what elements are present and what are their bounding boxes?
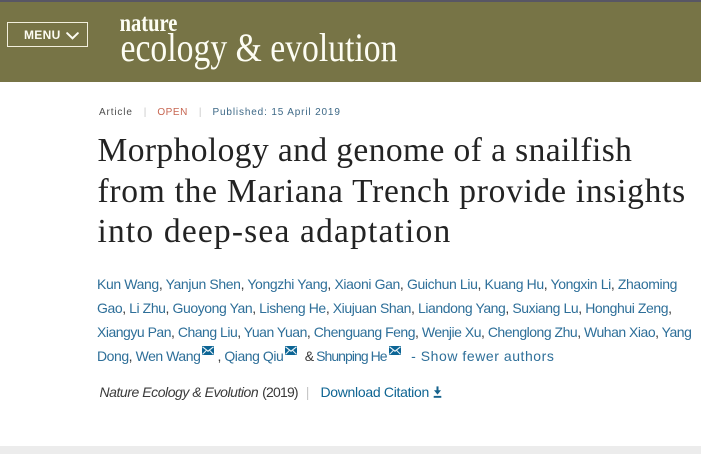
svg-text:nature: nature <box>120 10 178 37</box>
svg-text:ecology & evolution: ecology & evolution <box>121 25 398 70</box>
